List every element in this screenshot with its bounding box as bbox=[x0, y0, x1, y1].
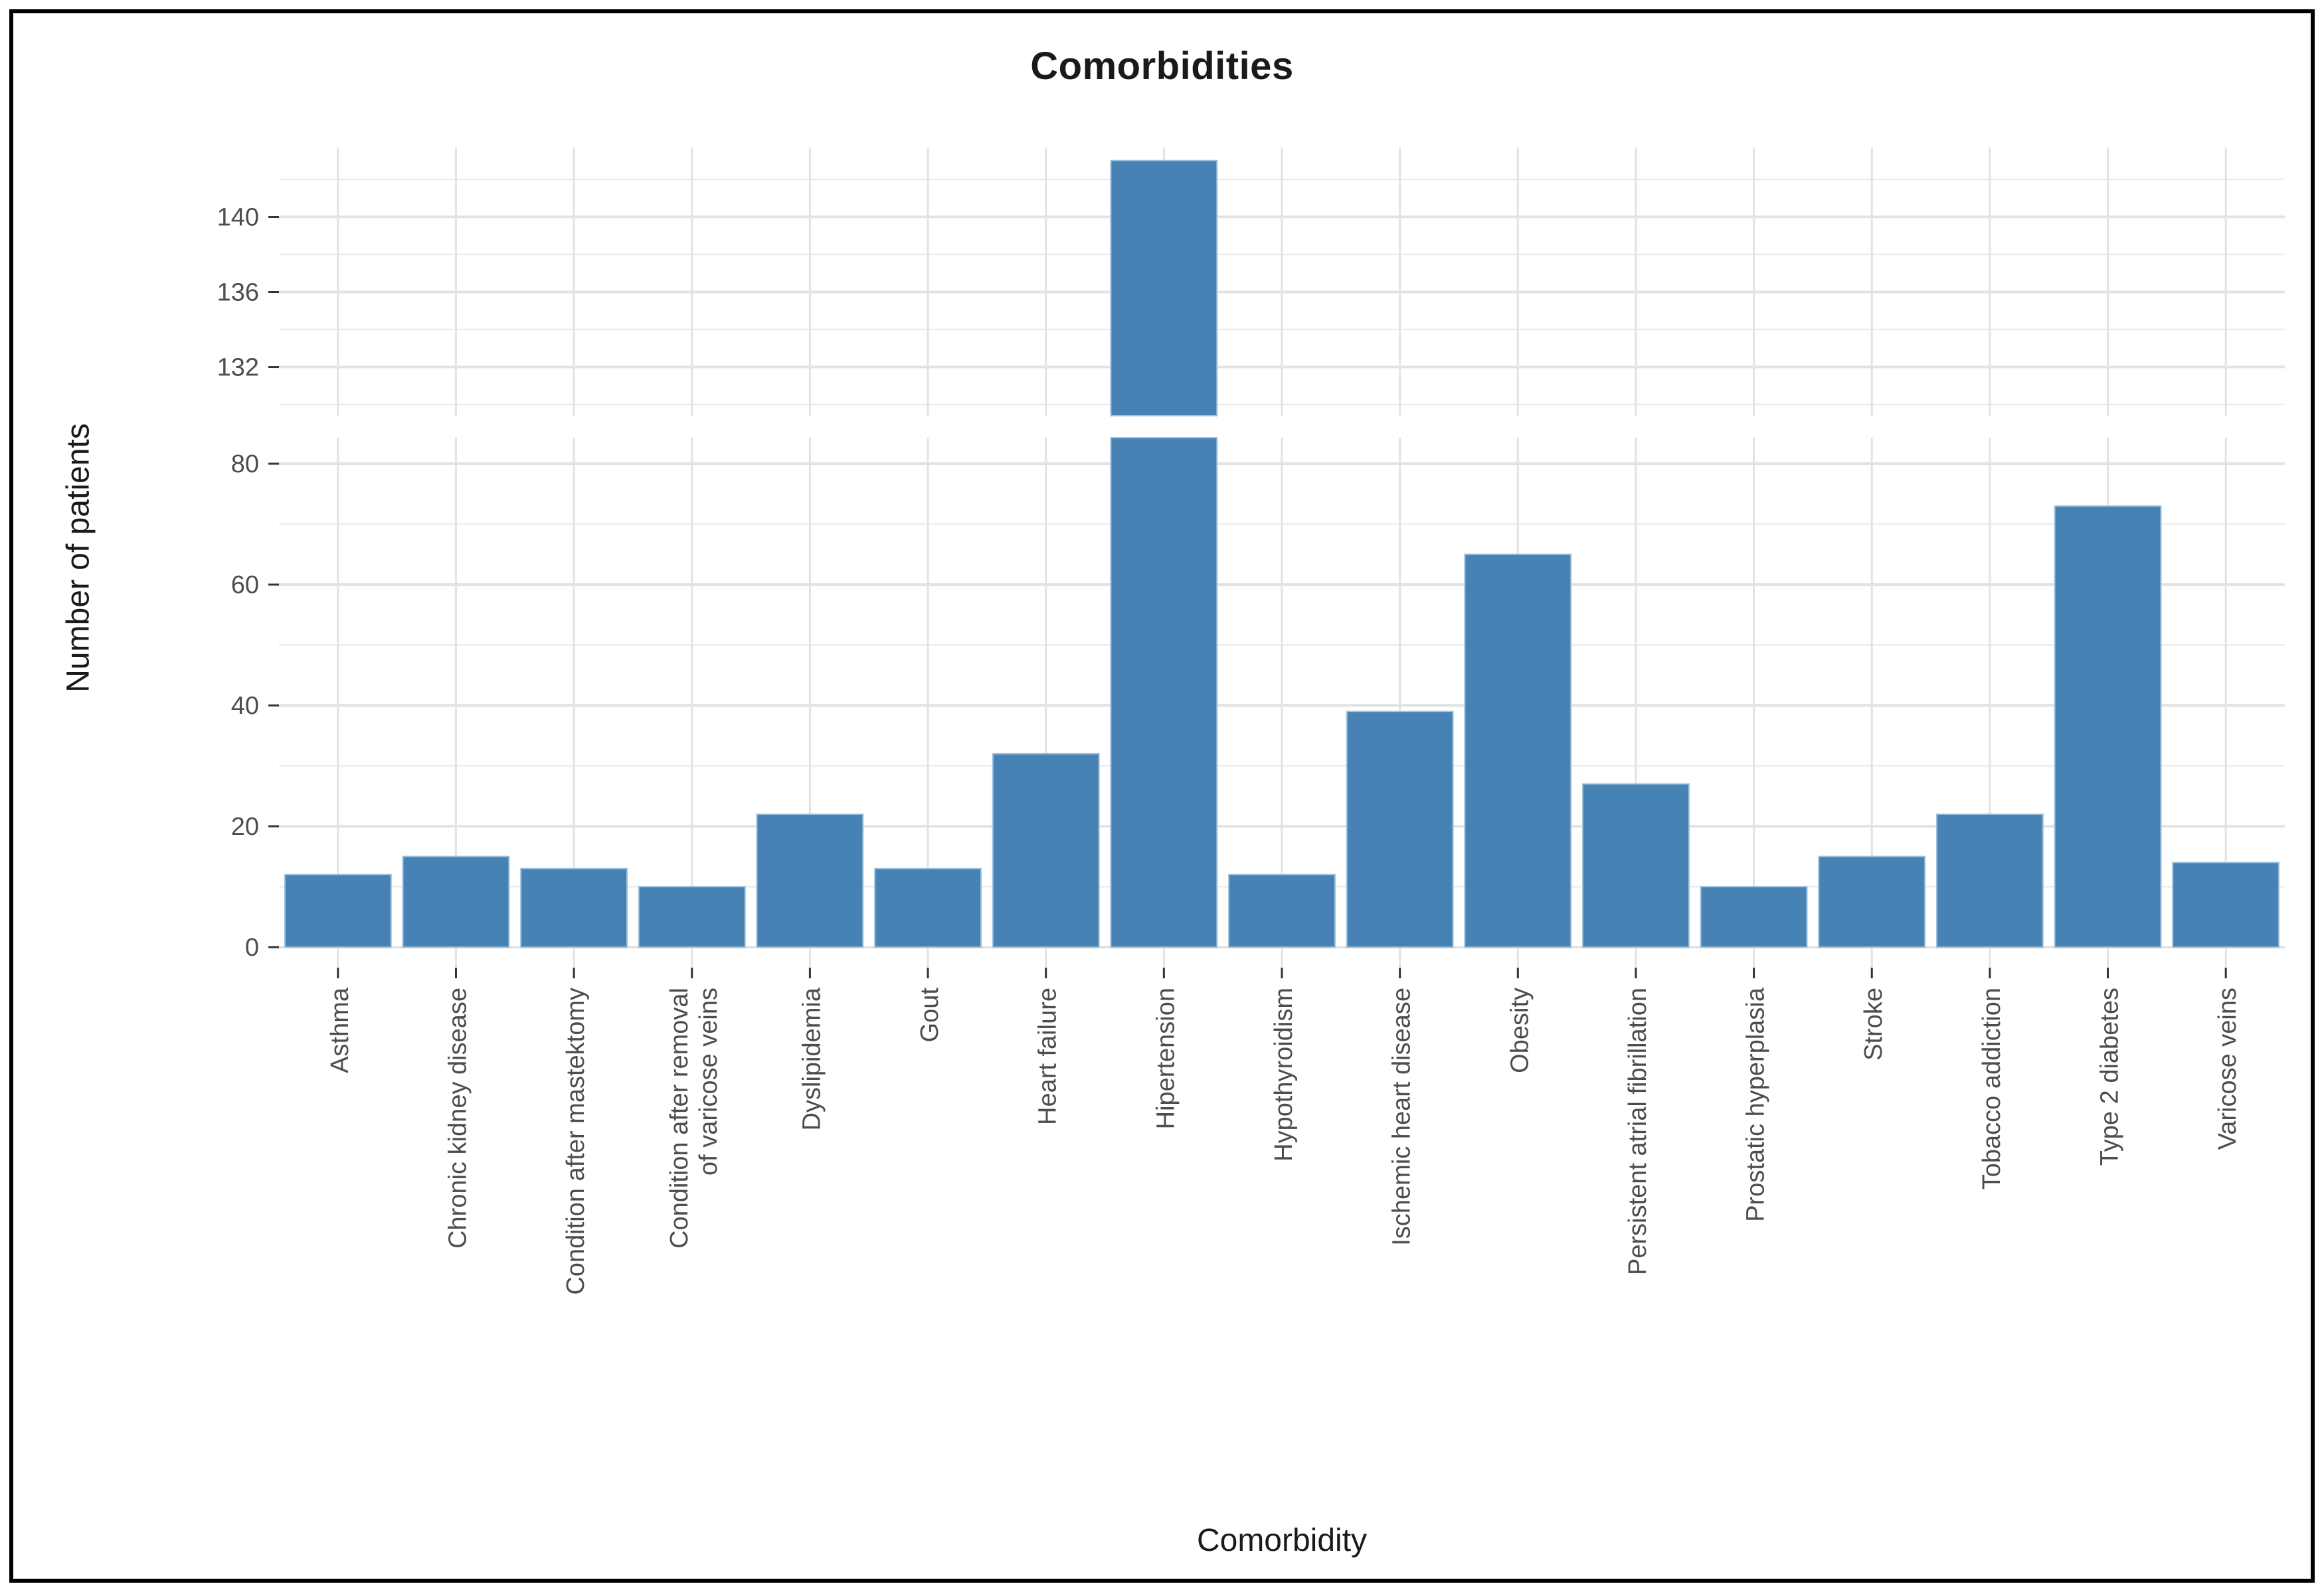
x-category-label: Asthma bbox=[326, 987, 354, 1073]
x-category-label: Obesity bbox=[1506, 988, 1534, 1073]
bar-lower-12 bbox=[1700, 886, 1808, 948]
y-tick-label: 136 bbox=[217, 279, 259, 307]
x-category-label: Ischemic heart disease bbox=[1388, 988, 1416, 1246]
bar-lower-15 bbox=[2054, 505, 2162, 948]
x-category-label: Hipertension bbox=[1152, 988, 1180, 1129]
bar-lower-16 bbox=[2172, 861, 2280, 948]
bar-lower-3 bbox=[638, 886, 746, 948]
x-category-label: Dyslipidemia bbox=[798, 987, 826, 1130]
x-axis-title: Comorbidity bbox=[1196, 1523, 1368, 1558]
bar-lower-5 bbox=[874, 867, 982, 948]
bar-lower-11 bbox=[1582, 783, 1690, 948]
bar-lower-1 bbox=[402, 855, 510, 948]
y-tick-label: 80 bbox=[231, 450, 259, 478]
y-axis-title: Number of patients bbox=[60, 423, 96, 693]
y-tick-label: 0 bbox=[245, 934, 259, 962]
bar-lower-9 bbox=[1346, 711, 1454, 948]
chart-title: Comorbidities bbox=[1030, 44, 1294, 88]
x-category-label: Condition after mastektomy bbox=[562, 988, 590, 1295]
bar-lower-7 bbox=[1110, 437, 1218, 948]
x-category-label: Type 2 diabetes bbox=[2096, 988, 2124, 1166]
x-category-label: Varicose veins bbox=[2214, 988, 2242, 1150]
bar-lower-6 bbox=[992, 752, 1100, 948]
y-tick-label: 140 bbox=[217, 204, 259, 232]
x-category-label: Tobacco addiction bbox=[1978, 988, 2006, 1190]
y-tick-label: 40 bbox=[231, 692, 259, 720]
bar-lower-14 bbox=[1935, 813, 2044, 948]
bar-lower-8 bbox=[1228, 873, 1336, 948]
x-category-label: Hypothyroidism bbox=[1270, 988, 1298, 1162]
x-category-label: Prostatic hyperplasia bbox=[1742, 987, 1770, 1222]
y-tick-label: 20 bbox=[231, 813, 259, 841]
x-category-label: Gout bbox=[916, 988, 944, 1043]
y-tick-label: 132 bbox=[217, 354, 259, 382]
bar-lower-2 bbox=[520, 867, 628, 948]
x-category-label: Stroke bbox=[1860, 988, 1888, 1061]
x-category-label: Heart failure bbox=[1034, 988, 1062, 1125]
y-tick-label: 60 bbox=[231, 571, 259, 599]
bar-lower-0 bbox=[284, 873, 392, 948]
bar-lower-10 bbox=[1464, 553, 1572, 948]
x-category-label: Chronic kidney disease bbox=[444, 988, 472, 1249]
bar-upper-7 bbox=[1110, 159, 1218, 417]
bar-lower-4 bbox=[756, 813, 864, 948]
bar-lower-13 bbox=[1818, 855, 1926, 948]
x-category-label: Condition after removalof varicose veins bbox=[666, 988, 723, 1249]
x-category-label: Persistent atrial fibrillation bbox=[1624, 988, 1652, 1275]
